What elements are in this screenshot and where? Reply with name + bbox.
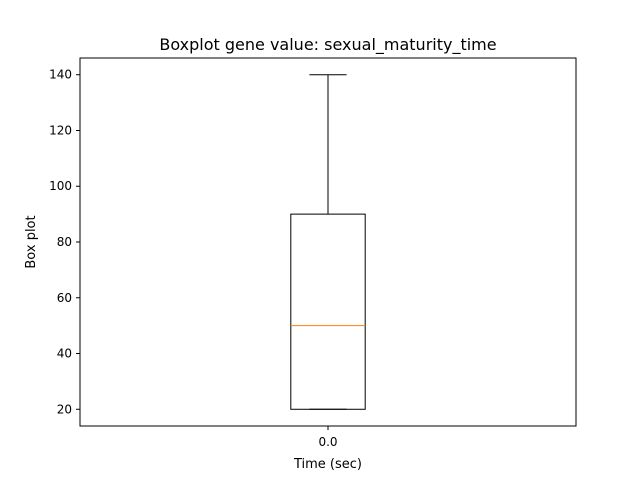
x-axis: 0.0 [318, 426, 338, 449]
y-axis-label: Box plot [24, 215, 39, 268]
chart-title: Boxplot gene value: sexual_maturity_time [159, 35, 496, 55]
x-tick-label: 0.0 [318, 435, 337, 449]
y-tick-label: 120 [49, 123, 72, 137]
y-tick-label: 140 [49, 68, 72, 82]
y-axis: 20 40 60 80 100 120 140 [49, 68, 80, 416]
y-tick-label: 40 [57, 347, 72, 361]
y-tick-label: 60 [57, 291, 72, 305]
x-axis-label: Time (sec) [293, 457, 362, 472]
y-tick-label: 100 [49, 179, 72, 193]
y-tick-label: 80 [57, 235, 72, 249]
box-iqr [290, 213, 366, 410]
box-series [290, 74, 366, 410]
y-tick-label: 20 [57, 402, 72, 416]
